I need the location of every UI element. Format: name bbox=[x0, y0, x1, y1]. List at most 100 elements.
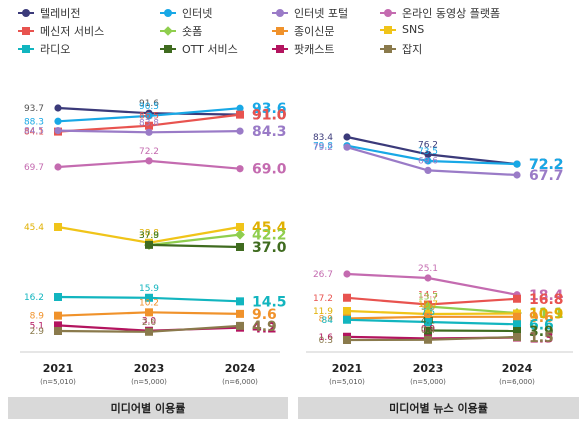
data-label: 38.8 bbox=[139, 229, 159, 239]
legend-marker-icon bbox=[18, 8, 34, 18]
data-point bbox=[513, 171, 521, 179]
data-label: 69.6 bbox=[418, 156, 438, 166]
data-label: 3.0 bbox=[142, 317, 157, 327]
data-label: 0.9 bbox=[421, 325, 436, 335]
data-label: 37.8 bbox=[139, 231, 159, 241]
data-point bbox=[424, 318, 432, 326]
data-point bbox=[54, 311, 62, 320]
data-label: 9.6 bbox=[529, 310, 554, 326]
legend-item: 인터넷 포털 bbox=[272, 5, 348, 21]
data-label: 83.8 bbox=[139, 118, 159, 128]
data-label: 86.5 bbox=[139, 112, 159, 122]
data-label: 10.2 bbox=[139, 298, 159, 308]
legend-marker-icon bbox=[160, 8, 176, 18]
data-point bbox=[236, 321, 244, 330]
data-label: 4.1 bbox=[421, 317, 435, 327]
legend-item: 텔레비전 bbox=[18, 5, 80, 21]
data-point bbox=[54, 223, 62, 231]
data-point bbox=[343, 307, 351, 315]
data-label: 1.3 bbox=[529, 331, 554, 347]
x-tick-label: 2023 bbox=[413, 362, 444, 375]
data-label: 1.6 bbox=[319, 333, 334, 343]
data-label: 69.0 bbox=[252, 162, 287, 178]
legend-label: 팟캐스트 bbox=[294, 43, 335, 56]
x-tick-label: 2023 bbox=[134, 362, 165, 375]
data-point bbox=[343, 315, 351, 324]
data-label: 83.4 bbox=[313, 133, 333, 143]
data-point bbox=[54, 163, 62, 171]
data-label: 14.5 bbox=[252, 294, 287, 310]
data-label: 9.6 bbox=[421, 303, 436, 313]
data-point bbox=[236, 165, 244, 173]
data-label: 69.7 bbox=[24, 163, 44, 173]
data-label: 91.6 bbox=[139, 99, 159, 109]
data-label: 8.9 bbox=[319, 315, 334, 325]
series-line bbox=[148, 243, 241, 249]
legend-item: 인터넷 bbox=[160, 5, 212, 21]
legend-label: 텔레비전 bbox=[40, 7, 81, 20]
data-point bbox=[236, 309, 244, 318]
panel-title-right: 미디어별 뉴스 이용률 bbox=[298, 397, 579, 419]
data-label: 14.5 bbox=[418, 291, 438, 301]
data-label: 11.9 bbox=[313, 307, 333, 317]
data-point bbox=[343, 143, 351, 151]
legend-label: SNS bbox=[402, 23, 425, 36]
data-point bbox=[145, 112, 153, 120]
data-point bbox=[424, 312, 432, 321]
data-label: 0.4 bbox=[421, 326, 436, 336]
data-point bbox=[513, 160, 521, 168]
legend-label: 종이신문 bbox=[294, 25, 335, 38]
x-tick-label: 2021 bbox=[43, 362, 74, 375]
panel-title-left: 미디어별 이용률 bbox=[8, 397, 288, 419]
data-label: 2.6 bbox=[142, 318, 157, 328]
data-label: 79.8 bbox=[313, 142, 333, 152]
data-label: 79.2 bbox=[313, 143, 333, 153]
data-label: 7.5 bbox=[421, 308, 435, 318]
data-label: 45.4 bbox=[24, 223, 44, 233]
data-label: 4.9 bbox=[252, 319, 277, 335]
data-point bbox=[145, 308, 153, 317]
legend-marker-icon bbox=[18, 44, 34, 54]
data-label: 91.0 bbox=[252, 108, 287, 124]
data-point bbox=[343, 270, 351, 278]
data-label: 37.9 bbox=[139, 231, 159, 241]
data-point bbox=[343, 293, 351, 302]
legend-marker-icon bbox=[18, 26, 34, 36]
legend-label: 메신저 서비스 bbox=[40, 25, 105, 38]
data-label: 2.9 bbox=[30, 327, 45, 337]
data-label: 84.3 bbox=[252, 124, 287, 140]
data-label: 0.3 bbox=[319, 336, 333, 346]
data-label: 17.2 bbox=[313, 294, 333, 304]
data-point bbox=[424, 166, 432, 175]
legend-item: 숏폼 bbox=[160, 23, 202, 39]
legend-item: SNS bbox=[380, 23, 424, 36]
data-label: 13.7 bbox=[418, 293, 438, 303]
legend-marker-icon bbox=[272, 26, 288, 36]
legend-item: 라디오 bbox=[18, 41, 70, 57]
legend: 텔레비전 인터넷 인터넷 포털 온라인 동영상 플랫폼 메신저 서비스 숏폼 종이신문 SNS… bbox=[0, 0, 585, 66]
x-tick-sublabel: (n=5,000) bbox=[131, 378, 167, 386]
data-point bbox=[513, 294, 521, 303]
data-label: 10.9 bbox=[529, 307, 564, 323]
data-point bbox=[343, 336, 351, 344]
data-point bbox=[424, 274, 432, 282]
series-line bbox=[427, 305, 518, 315]
x-tick-sublabel: (n=6,000) bbox=[499, 378, 535, 386]
data-point bbox=[236, 127, 244, 135]
data-label: 67.7 bbox=[529, 168, 564, 184]
x-tick-sublabel: (n=5,010) bbox=[40, 378, 76, 386]
legend-label: 숏폼 bbox=[182, 25, 203, 38]
data-label: 72.2 bbox=[529, 157, 564, 173]
x-tick-sublabel: (n=5,000) bbox=[410, 378, 446, 386]
legend-marker-icon bbox=[380, 44, 396, 54]
data-label: 1.5 bbox=[529, 330, 554, 346]
legend-marker-icon bbox=[272, 44, 288, 54]
x-tick-sublabel: (n=6,000) bbox=[222, 378, 258, 386]
data-label: 10.7 bbox=[418, 300, 438, 310]
data-point bbox=[423, 301, 433, 312]
x-tick-sublabel: (n=5,010) bbox=[329, 378, 365, 386]
data-label: 93.6 bbox=[252, 101, 287, 117]
data-point bbox=[343, 133, 351, 141]
